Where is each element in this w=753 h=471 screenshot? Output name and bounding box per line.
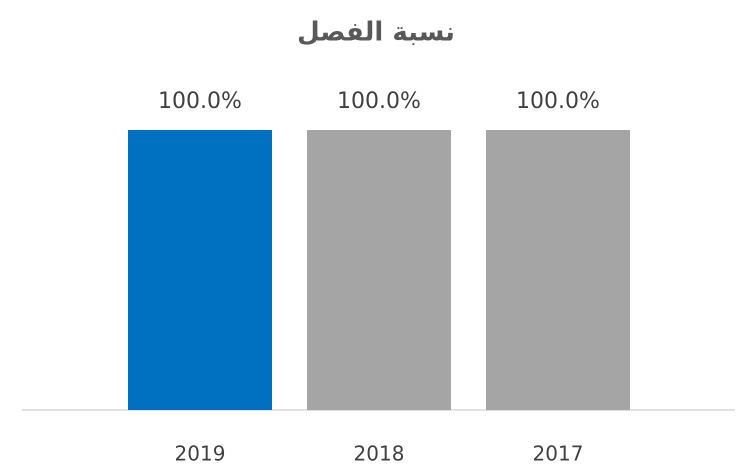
bar bbox=[307, 130, 451, 410]
x-tick-label: 2018 bbox=[354, 442, 405, 466]
value-label: 100.0% bbox=[158, 89, 242, 114]
x-tick-label: 2017 bbox=[533, 442, 584, 466]
bar bbox=[486, 130, 630, 410]
x-tick-label: 2019 bbox=[175, 442, 226, 466]
bar bbox=[128, 130, 272, 410]
value-label: 100.0% bbox=[337, 89, 421, 114]
value-label: 100.0% bbox=[516, 89, 600, 114]
chart-title: نسبة الفصل bbox=[297, 18, 455, 48]
